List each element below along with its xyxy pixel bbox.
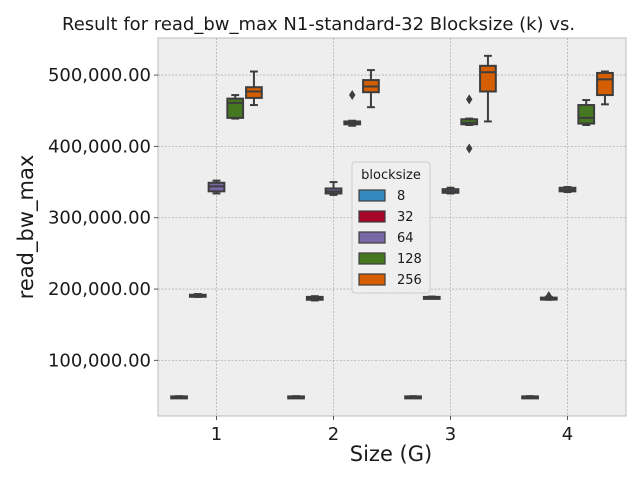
- box-series-32-size-3: [422, 295, 441, 300]
- box-series-64-size-4: [558, 186, 577, 194]
- box-series-64-size-1: [207, 179, 226, 195]
- grid-lines: [158, 38, 626, 416]
- legend-label: 8: [397, 189, 405, 204]
- box-series-256-size-3: [479, 54, 497, 123]
- legend-swatch-32: [358, 210, 386, 223]
- legend-swatch-64: [358, 231, 386, 244]
- x-axis-label: Size (G): [350, 442, 432, 466]
- box-series-64-size-3: [441, 186, 460, 195]
- box-series-8-size-4: [521, 395, 539, 400]
- box-series-32-size-4: [539, 291, 558, 302]
- box-series-8-size-2: [287, 395, 305, 400]
- y-tick-label: 500,000.00: [48, 65, 151, 86]
- y-tick-label: 200,000.00: [48, 279, 151, 300]
- box-series-128-size-2: [343, 90, 362, 127]
- legend-swatch-128: [358, 252, 386, 265]
- chart-title: Result for read_bw_max N1-standard-32 Bl…: [62, 14, 575, 35]
- outlier-point: [545, 291, 552, 302]
- x-tick-label: 3: [445, 424, 456, 445]
- box-series-8-size-1: [170, 395, 188, 400]
- y-tick-label: 300,000.00: [48, 208, 151, 229]
- box-series-128-size-1: [226, 94, 245, 120]
- box-body: [460, 118, 479, 126]
- legend-title: blocksize: [361, 168, 421, 183]
- box-series-256-size-2: [362, 69, 380, 109]
- box-series-32-size-1: [188, 293, 207, 298]
- x-tick-label: 2: [328, 424, 339, 445]
- legend-swatch-8: [358, 189, 386, 202]
- legend: blocksize 8 32 64 128 256: [351, 161, 431, 294]
- box-body: [596, 71, 614, 97]
- box-body: [245, 86, 263, 99]
- outlier-point: [466, 143, 473, 154]
- box-body: [577, 104, 596, 125]
- y-axis-ticks: 100,000.00 200,000.00 300,000.00 400,000.00…: [48, 65, 158, 371]
- legend-label: 128: [397, 252, 422, 267]
- box-series-128-size-3: [460, 94, 479, 154]
- box-body: [479, 64, 497, 93]
- x-axis-ticks: 1 2 3 4: [211, 416, 573, 445]
- box-groups: [170, 54, 614, 400]
- y-axis-label: read_bw_max: [14, 155, 39, 300]
- outlier-point: [466, 94, 473, 105]
- box-series-32-size-2: [305, 295, 324, 302]
- y-tick-label: 100,000.00: [48, 350, 151, 371]
- x-tick-label: 4: [562, 424, 573, 445]
- outlier-point: [349, 90, 356, 101]
- legend-swatch-256: [358, 273, 386, 286]
- box-series-256-size-1: [245, 70, 263, 107]
- box-series-8-size-3: [404, 395, 422, 400]
- x-tick-label: 1: [211, 424, 222, 445]
- box-series-64-size-2: [324, 181, 343, 196]
- box-body: [226, 97, 245, 119]
- legend-label: 256: [397, 273, 422, 288]
- legend-label: 64: [397, 231, 414, 246]
- y-tick-label: 400,000.00: [48, 136, 151, 157]
- legend-label: 32: [397, 210, 414, 225]
- legend-items: 8 32 64 128 256: [358, 189, 422, 288]
- box-series-128-size-4: [577, 99, 596, 127]
- box-series-256-size-4: [596, 70, 614, 106]
